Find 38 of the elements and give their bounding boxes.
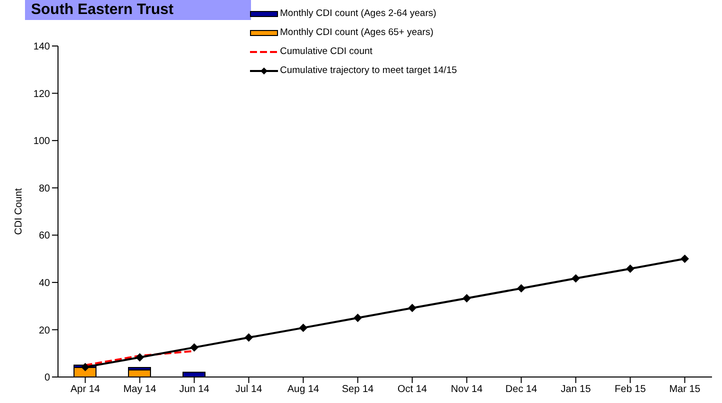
y-tick-label: 60 <box>38 230 50 242</box>
legend-label: Monthly CDI count (Ages 2-64 years) <box>280 8 436 19</box>
x-tick-label: Dec 14 <box>505 384 538 396</box>
point <box>136 353 144 362</box>
x-tick-label: Nov 14 <box>450 384 484 396</box>
x-tick-label: Sep 14 <box>342 384 374 396</box>
y-tick-label: 0 <box>44 372 50 384</box>
point <box>572 274 580 282</box>
y-axis-title: CDI Count <box>14 188 25 235</box>
y-tick-label: 100 <box>33 136 50 148</box>
x-tick-label: Mar 15 <box>669 384 701 396</box>
chart-title: South Eastern Trust <box>25 0 251 20</box>
point <box>81 363 90 372</box>
x-tick-label: Jul 14 <box>235 384 263 396</box>
y-tick-label: 80 <box>38 183 50 194</box>
x-tick-label: Oct 14 <box>398 384 428 396</box>
x-tick-label: May 14 <box>123 384 157 396</box>
point <box>244 334 253 342</box>
x-tick-label: Apr 14 <box>70 384 100 396</box>
x-tick-label: Jan 15 <box>560 384 592 396</box>
y-tick-label: 20 <box>38 325 50 336</box>
point <box>408 304 416 312</box>
x-tick-label: Aug 14 <box>287 384 320 396</box>
legend-label: Cumulative CDI count <box>280 46 372 57</box>
legend-label: Cumulative trajectory to meet target 14/15 <box>280 65 457 76</box>
x-tick-label: Jun 14 <box>179 384 210 396</box>
point <box>190 343 198 352</box>
point <box>517 284 526 292</box>
x-tick-label: Feb 15 <box>614 384 646 396</box>
point <box>299 324 308 332</box>
point <box>680 254 689 263</box>
legend-label: Monthly CDI count (Ages 65+ years) <box>280 27 434 38</box>
y-tick-label: 140 <box>33 42 50 53</box>
y-tick-label: 40 <box>38 278 50 289</box>
point <box>626 264 634 273</box>
point <box>354 314 362 322</box>
y-tick-label: 120 <box>33 88 50 100</box>
point <box>462 294 471 302</box>
